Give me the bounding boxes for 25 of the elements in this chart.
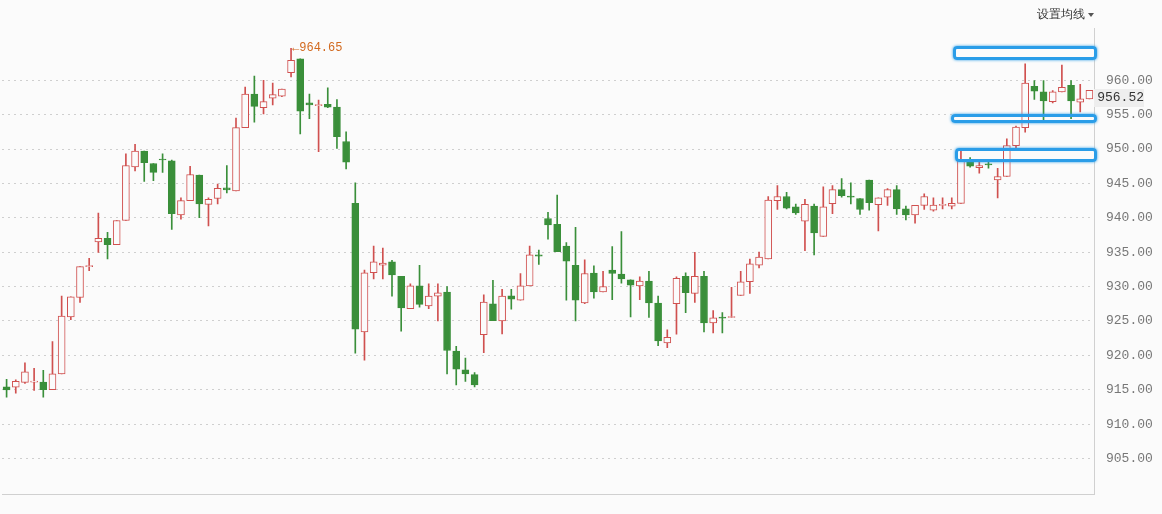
y-tick-label: 940.00 <box>1106 210 1153 226</box>
y-tick-label: 905.00 <box>1106 450 1153 466</box>
candlestick <box>1058 64 1066 93</box>
y-tick-label: 935.00 <box>1106 244 1153 260</box>
y-tick-label: 925.00 <box>1106 313 1153 329</box>
candlestick <box>534 249 543 265</box>
text: 设置均线 <box>1037 6 1085 23</box>
candlestick <box>1076 84 1085 113</box>
y-tick-label: 920.00 <box>1106 347 1153 363</box>
candlestick <box>434 283 442 322</box>
y-tick-label: 915.00 <box>1106 382 1153 398</box>
y-tick-label: 910.00 <box>1106 416 1153 432</box>
candlestick <box>608 246 617 300</box>
y-tick-label: 930.00 <box>1106 278 1153 294</box>
candlestick <box>30 368 38 391</box>
y-tick-label: 960.00 <box>1106 72 1153 88</box>
candlestick <box>378 247 387 280</box>
annotation: ←964.65 <box>292 41 343 56</box>
y-tick-label: 955.00 <box>1106 107 1153 123</box>
y-tick-label: 945.00 <box>1106 175 1153 191</box>
candlestick <box>635 276 644 300</box>
candlestick <box>846 182 855 205</box>
candlestick <box>268 82 277 106</box>
text: 956.52 <box>1097 90 1144 105</box>
y-tick-label: 950.00 <box>1106 141 1153 157</box>
